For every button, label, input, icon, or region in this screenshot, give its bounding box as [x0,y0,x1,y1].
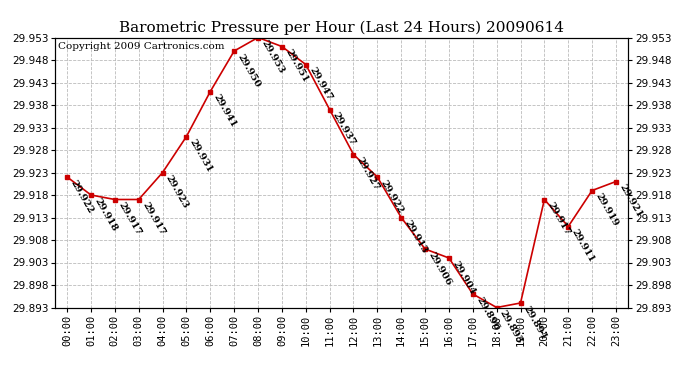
Text: 29.922: 29.922 [68,178,95,215]
Text: 29.953: 29.953 [259,39,286,75]
Text: 29.917: 29.917 [140,201,166,237]
Text: 29.919: 29.919 [593,192,620,228]
Text: 29.913: 29.913 [402,219,429,255]
Text: 29.947: 29.947 [307,66,333,102]
Text: 29.911: 29.911 [570,228,596,264]
Text: 29.921: 29.921 [618,183,644,219]
Title: Barometric Pressure per Hour (Last 24 Hours) 20090614: Barometric Pressure per Hour (Last 24 Ho… [119,21,564,35]
Text: 29.937: 29.937 [331,111,357,147]
Text: 29.951: 29.951 [284,48,310,84]
Text: 29.904: 29.904 [451,260,477,296]
Text: 29.918: 29.918 [92,196,119,233]
Text: 29.923: 29.923 [164,174,190,210]
Text: 29.917: 29.917 [116,201,143,237]
Text: 29.893: 29.893 [498,309,524,345]
Text: Copyright 2009 Cartronics.com: Copyright 2009 Cartronics.com [58,42,224,51]
Text: 29.931: 29.931 [188,138,214,174]
Text: 29.922: 29.922 [379,178,405,215]
Text: 29.950: 29.950 [235,53,262,89]
Text: 29.941: 29.941 [212,93,238,129]
Text: 29.894: 29.894 [522,304,549,341]
Text: 29.906: 29.906 [426,251,453,287]
Text: 29.927: 29.927 [355,156,382,192]
Text: 29.917: 29.917 [546,201,572,237]
Text: 29.896: 29.896 [474,296,500,332]
